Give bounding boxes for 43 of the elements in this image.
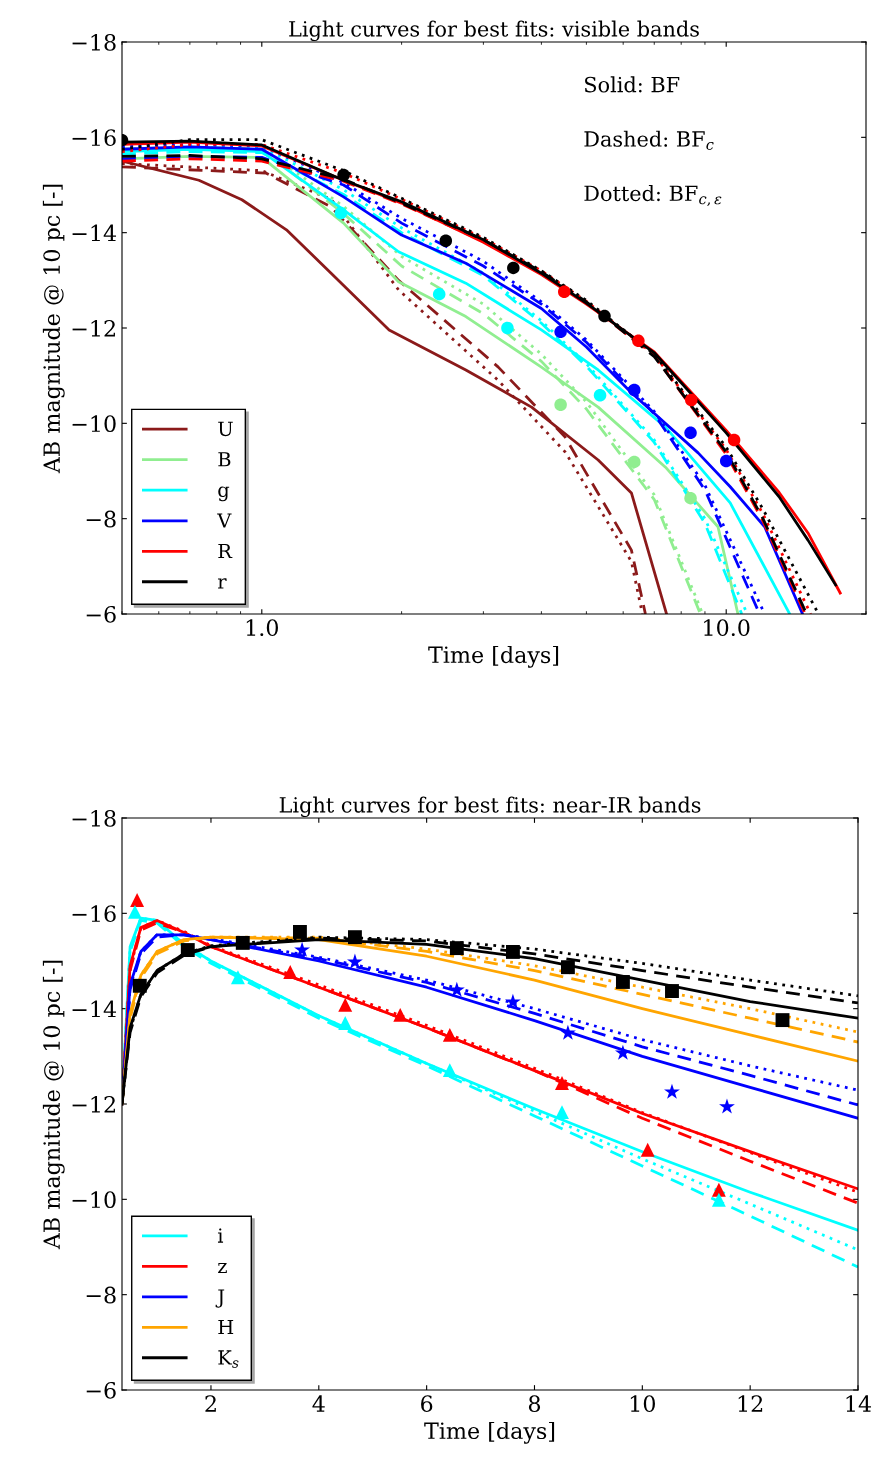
- chart-title: Light curves for best fits: visible bands: [289, 20, 699, 42]
- x-tick-label: 14: [846, 1395, 872, 1412]
- legend-label: R: [218, 543, 233, 559]
- legend-label: i: [217, 1228, 224, 1243]
- legend-label: B: [218, 452, 231, 467]
- x-tick-label: 8: [528, 1395, 541, 1413]
- chart-title: Light curves for best fits: near-IR bands: [279, 796, 701, 818]
- y-tick-label: −12: [72, 1095, 115, 1113]
- y-tick-label: −18: [72, 33, 116, 51]
- x-axis-title: Time [days]: [428, 645, 559, 668]
- x-tick-label: 4: [312, 1395, 325, 1412]
- y-tick-label: −10: [72, 1191, 116, 1209]
- x-tick-label: 2: [205, 1395, 216, 1412]
- x-tick-label: 12: [738, 1395, 763, 1412]
- y-axis-title: AB magnitude @ 10 pc [-]: [42, 184, 65, 474]
- y-tick-label: −8: [86, 510, 116, 528]
- y-axis-title: AB magnitude @ 10 pc [-]: [42, 960, 65, 1250]
- x-tick-label: 10.0: [704, 619, 750, 637]
- y-tick-label: −12: [72, 319, 115, 337]
- y-tick-label: −14: [72, 1000, 117, 1018]
- y-tick-label: −16: [72, 129, 116, 147]
- legend-label: J: [215, 1289, 225, 1308]
- x-tick-label: 1.0: [246, 619, 278, 637]
- y-tick-label: −14: [72, 224, 117, 242]
- y-tick-label: −16: [72, 905, 116, 923]
- legend-label: K$_{s}$: [218, 1350, 239, 1368]
- x-axis-title: Time [days]: [424, 1421, 555, 1444]
- legend-label: V: [217, 513, 232, 528]
- annotation: Dotted: BF$_{c,ε}$: [584, 185, 722, 207]
- x-tick-label: 10: [630, 1395, 655, 1413]
- legend-label: r: [217, 578, 227, 589]
- y-tick-label: −10: [72, 415, 116, 433]
- annotation: Solid: BF: [585, 76, 680, 93]
- y-tick-label: −6: [86, 605, 116, 623]
- y-tick-label: −8: [86, 1286, 116, 1304]
- legend-label: z: [218, 1263, 227, 1274]
- legend-label: H: [218, 1319, 234, 1335]
- x-tick-label: 6: [421, 1395, 433, 1413]
- legend-label: g: [218, 486, 230, 502]
- annotation: Dashed: BF$_{c}$: [584, 130, 714, 150]
- legend-label: U: [218, 421, 233, 437]
- y-tick-label: −18: [72, 809, 116, 827]
- y-tick-label: −6: [86, 1381, 116, 1399]
